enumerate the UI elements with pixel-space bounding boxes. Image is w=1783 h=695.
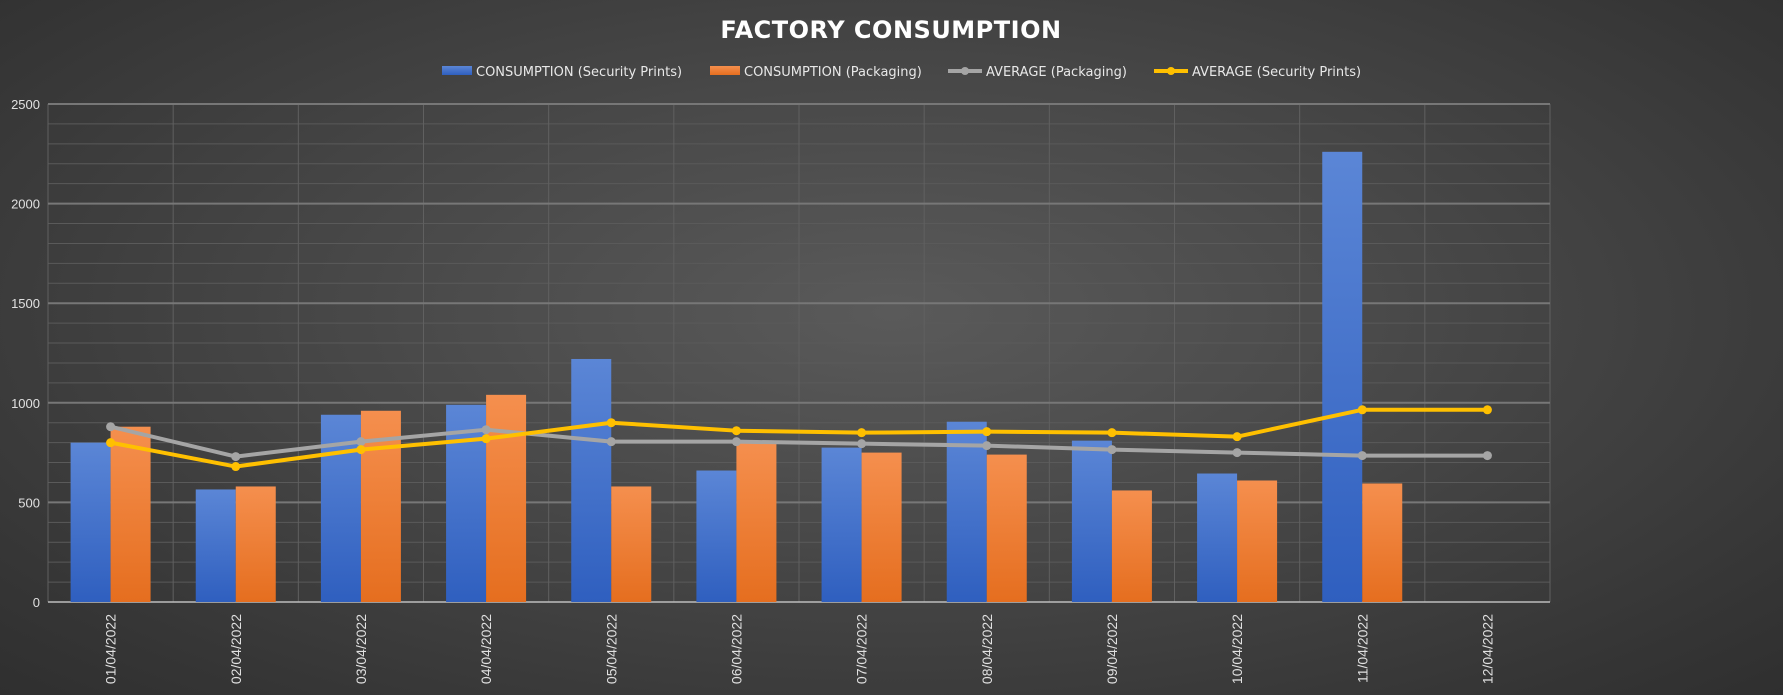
legend-label: CONSUMPTION (Packaging) — [744, 65, 922, 80]
y-axis-ticks: 0 500 1000 1500 2000 2500 — [11, 97, 40, 610]
point-average-packaging — [982, 441, 992, 451]
point-average-security-prints — [606, 418, 616, 428]
x-tick-label: 02/04/2022 — [228, 614, 244, 684]
bar-packaging — [1111, 490, 1152, 602]
lines — [106, 405, 1492, 472]
legend-swatch — [442, 66, 472, 75]
point-average-packaging — [1357, 451, 1367, 461]
legend-item: AVERAGE (Packaging) — [948, 65, 1127, 80]
bar-packaging — [986, 454, 1027, 602]
line-average-security-prints — [110, 407, 1488, 469]
x-tick-label: 08/04/2022 — [979, 614, 995, 684]
bars — [70, 151, 1403, 603]
bar-security-prints — [70, 442, 111, 602]
bar-packaging — [861, 452, 902, 602]
legend-marker — [961, 67, 969, 75]
y-tick-label: 1500 — [11, 296, 40, 311]
x-tick-label: 01/04/2022 — [103, 614, 119, 684]
bar-security-prints — [1071, 440, 1112, 602]
point-average-security-prints — [982, 427, 992, 437]
point-average-security-prints — [1107, 428, 1117, 438]
x-tick-label: 04/04/2022 — [478, 614, 494, 684]
x-tick-label: 11/04/2022 — [1354, 614, 1370, 683]
point-average-security-prints — [481, 434, 491, 444]
bar-security-prints — [946, 421, 987, 602]
bar-security-prints — [696, 470, 737, 602]
point-average-security-prints — [106, 438, 116, 448]
line-average-packaging — [110, 424, 1488, 459]
point-average-security-prints — [1232, 432, 1242, 442]
point-average-packaging — [1107, 445, 1117, 455]
bar-packaging — [611, 486, 652, 602]
bar-packaging — [110, 426, 151, 602]
legend-item: AVERAGE (Security Prints) — [1154, 65, 1361, 80]
point-average-packaging — [231, 452, 241, 462]
y-tick-label: 1000 — [11, 396, 40, 411]
legend-item: CONSUMPTION (Packaging) — [710, 65, 922, 80]
point-average-security-prints — [1482, 405, 1492, 415]
point-average-security-prints — [1357, 405, 1367, 415]
legend-swatch — [710, 66, 740, 75]
point-average-packaging — [356, 437, 366, 447]
bar-packaging — [235, 486, 276, 602]
grid — [47, 103, 1551, 603]
legend-marker — [1167, 67, 1175, 75]
legend-label: AVERAGE (Packaging) — [986, 65, 1127, 80]
x-tick-label: 12/04/2022 — [1479, 614, 1495, 684]
bar-security-prints — [195, 489, 236, 602]
point-average-packaging — [606, 437, 616, 447]
bar-packaging — [1362, 483, 1403, 602]
bar-security-prints — [1197, 473, 1238, 602]
x-tick-label: 09/04/2022 — [1104, 614, 1120, 684]
bar-packaging — [486, 394, 527, 602]
y-tick-label: 0 — [33, 595, 40, 610]
point-average-packaging — [857, 439, 867, 449]
x-tick-label: 06/04/2022 — [728, 614, 744, 684]
legend-label: AVERAGE (Security Prints) — [1192, 65, 1361, 80]
bar-security-prints — [1322, 151, 1363, 603]
point-average-packaging — [481, 425, 491, 435]
y-tick-label: 2500 — [11, 97, 40, 112]
point-average-packaging — [1232, 448, 1242, 458]
chart-title: FACTORY CONSUMPTION — [720, 16, 1061, 44]
bar-packaging — [1237, 480, 1278, 602]
x-tick-label: 10/04/2022 — [1229, 614, 1245, 684]
y-tick-label: 2000 — [11, 197, 40, 212]
point-average-packaging — [731, 437, 741, 447]
legend-item: CONSUMPTION (Security Prints) — [442, 65, 682, 80]
x-tick-label: 07/04/2022 — [854, 614, 870, 684]
point-average-security-prints — [731, 426, 741, 436]
x-tick-label: 03/04/2022 — [353, 614, 369, 684]
legend: CONSUMPTION (Security Prints) CONSUMPTION… — [442, 65, 1361, 80]
x-axis-ticks: 01/04/2022 02/04/2022 03/04/2022 04/04/2022… — [103, 614, 1496, 684]
bar-packaging — [736, 442, 777, 602]
bar-security-prints — [571, 358, 612, 602]
bar-security-prints — [821, 447, 862, 602]
x-tick-label: 05/04/2022 — [603, 614, 619, 684]
point-average-packaging — [1482, 451, 1492, 461]
point-average-security-prints — [231, 462, 241, 472]
point-average-packaging — [106, 422, 116, 432]
point-average-security-prints — [857, 428, 867, 438]
point-average-security-prints — [356, 445, 366, 455]
y-tick-label: 500 — [18, 495, 40, 510]
legend-label: CONSUMPTION (Security Prints) — [476, 65, 682, 80]
